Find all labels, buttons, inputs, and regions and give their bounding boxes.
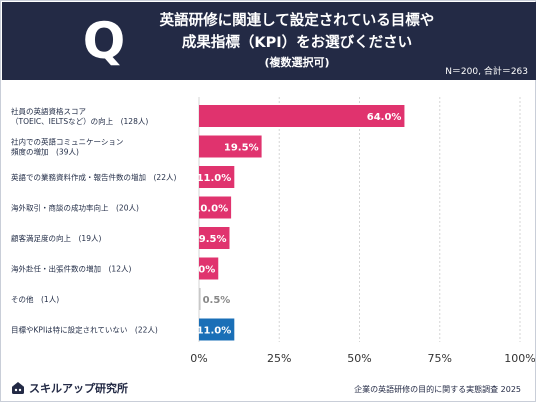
x-tick-label: 25% [267, 352, 291, 365]
data-label: 9.5% [199, 234, 227, 245]
data-label: 64.0% [367, 112, 402, 123]
question-title-line-3: (複数選択可) [264, 56, 330, 69]
x-tick-label: 50% [347, 352, 371, 365]
bar-chart: 0% 25% 50% 75% 100% 社員の英語資格スコア（TOEIC、IELTSなど）… [11, 97, 535, 365]
category-label: 目標やKPIは特に設定されていない (22人) [11, 325, 158, 335]
category-label: その他 (1人) [11, 294, 59, 304]
sample-size-note: N＝200, 合計＝263 [445, 67, 528, 77]
data-label: 10.0% [193, 204, 228, 215]
bar [199, 105, 405, 127]
category-label: 英語での業務資料作成・報告件数の増加 (22人) [11, 172, 176, 182]
bar [199, 257, 219, 280]
data-label: 19.5% [224, 143, 259, 154]
category-label: 顧客満足度の向上 (19人) [11, 233, 101, 243]
x-tick-label: 100% [504, 352, 535, 365]
category-label: 社員の英語資格スコア [11, 106, 86, 116]
data-label: 6.0% [188, 265, 216, 276]
bar [199, 166, 235, 188]
bar [199, 318, 235, 341]
brand-logo-icon [12, 382, 24, 394]
category-label: 頻度の増加 (39人) [11, 147, 79, 157]
bar [199, 288, 201, 310]
question-title-line-2: 成果指標（KPI）をお選びください [181, 35, 413, 51]
bar [199, 227, 230, 249]
category-label: （TOEIC、IELTSなど）の向上 (128人) [11, 116, 148, 126]
footer-brand-name: スキルアップ研究所 [29, 382, 128, 395]
bar [199, 135, 262, 158]
x-tick-label: 75% [428, 352, 452, 365]
category-label: 社内での英語コミュニケーション [11, 137, 123, 147]
category-label: 海外赴任・出張件数の増加 (12人) [11, 264, 131, 274]
q-mark: Q [82, 12, 126, 70]
data-label: 11.0% [197, 326, 232, 337]
x-tick-label: 0% [190, 352, 207, 365]
footer-survey-name: 企業の英語研修の目的に関する実態調査 2025 [354, 385, 521, 394]
bar [199, 196, 232, 219]
question-title-line-1: 英語研修に関連して設定されている目標や [159, 13, 435, 29]
category-label: 海外取引・商談の成功率向上 (20人) [11, 203, 139, 213]
header-banner: Q 英語研修に関連して設定されている目標や 成果指標（KPI）をお選びください … [2, 2, 536, 80]
data-label: 11.0% [197, 173, 232, 184]
data-label: 0.5% [203, 295, 231, 306]
